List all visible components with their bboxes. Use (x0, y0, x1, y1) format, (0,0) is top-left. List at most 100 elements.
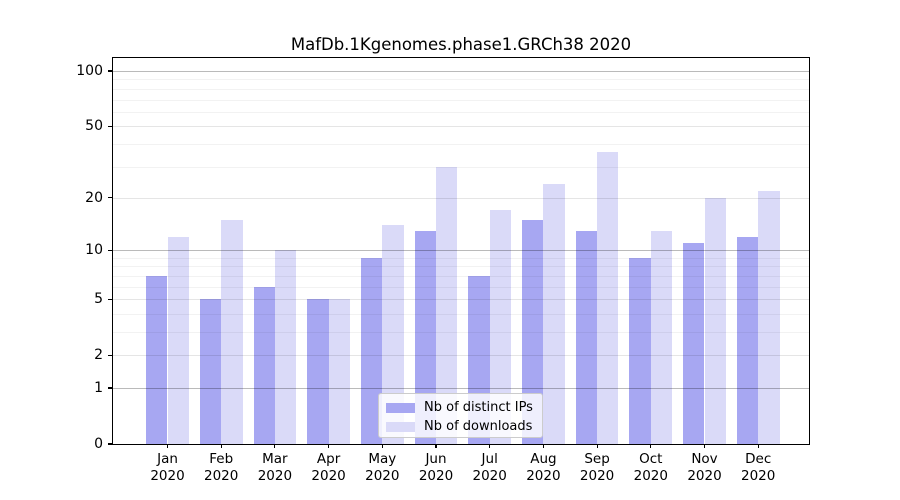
x-tick-year-may: 2020 (365, 467, 400, 484)
bar-oct-downloads (650, 230, 673, 444)
bar-nov-downloads (704, 197, 726, 444)
y-tick-mark-2 (108, 354, 112, 356)
bar-mar-downloads (274, 250, 297, 444)
gridline-y-70 (113, 99, 809, 101)
x-tick-mark-jul (489, 444, 491, 448)
gridline-y-20 (113, 197, 809, 199)
x-tick-year-jul: 2020 (472, 467, 507, 484)
x-tick-month-feb: Feb (209, 451, 234, 467)
legend-row-distinct-ips: Nb of distinct IPs (386, 398, 542, 417)
x-tick-mark-nov (703, 444, 706, 448)
bar-may-distinct-ips (360, 257, 383, 444)
x-tick-mark-dec (757, 444, 759, 448)
bar-mar-distinct-ips (253, 286, 275, 444)
y-tick-label-5: 5 (94, 291, 103, 308)
gridline-y-3 (113, 332, 809, 333)
gridline-y-40 (113, 143, 809, 145)
bar-apr-distinct-ips (307, 299, 329, 444)
gridline-y-5 (113, 299, 809, 301)
y-tick-mark-50 (108, 125, 112, 127)
bar-dec-downloads (758, 190, 780, 444)
bar-aug-distinct-ips (522, 219, 544, 444)
x-tick-month-dec: Dec (745, 451, 772, 467)
x-tick-month-apr: Apr (316, 451, 341, 467)
x-tick-month-aug: Aug (530, 451, 557, 467)
x-tick-label-apr: Apr 2020 (297, 451, 361, 484)
y-tick-mark-100 (108, 70, 112, 72)
bar-jan-distinct-ips (146, 275, 168, 444)
bar-jun-distinct-ips (414, 230, 436, 444)
x-tick-year-sep: 2020 (579, 467, 615, 484)
gridline-y-90 (113, 79, 809, 81)
gridline-y-30 (113, 166, 809, 168)
x-tick-mark-aug (542, 444, 544, 448)
gridline-y-9 (113, 257, 809, 259)
y-tick-label-50: 50 (85, 118, 103, 135)
x-tick-month-mar: Mar (262, 451, 288, 467)
legend-label-downloads: Nb of downloads (424, 419, 533, 434)
legend-swatch-downloads (386, 421, 415, 432)
x-tick-year-jun: 2020 (418, 467, 454, 484)
x-tick-label-dec: Dec 2020 (726, 451, 790, 484)
gridline-y-100 (113, 71, 809, 72)
y-tick-label-100: 100 (76, 63, 103, 79)
y-tick-label-2: 2 (94, 347, 103, 364)
y-tick-mark-0 (108, 443, 112, 445)
gridline-y-50 (113, 126, 809, 128)
y-tick-mark-10 (108, 249, 112, 251)
gridline-y-7 (113, 275, 809, 277)
gridline-y-60 (113, 111, 809, 113)
bar-apr-downloads (328, 299, 350, 444)
y-tick-label-0: 0 (94, 436, 103, 452)
x-tick-year-apr: 2020 (311, 467, 346, 484)
x-tick-label-mar: Mar 2020 (243, 451, 307, 484)
x-tick-label-jan: Jan 2020 (136, 451, 200, 484)
x-tick-label-aug: Aug 2020 (511, 451, 575, 484)
bar-jan-downloads (167, 236, 189, 444)
x-tick-label-feb: Feb 2020 (189, 451, 253, 484)
x-tick-label-may: May 2020 (350, 451, 414, 484)
bar-jul-downloads (489, 210, 512, 444)
x-tick-month-may: May (368, 451, 397, 467)
bar-aug-downloads (543, 183, 565, 444)
y-tick-label-1: 1 (94, 380, 103, 396)
y-tick-label-10: 10 (85, 242, 103, 259)
x-tick-year-mar: 2020 (257, 467, 293, 484)
gridline-y-1 (113, 388, 809, 389)
x-tick-mark-jan (166, 444, 169, 448)
x-tick-mark-sep (596, 444, 598, 448)
y-tick-mark-1 (108, 387, 112, 389)
x-tick-year-feb: 2020 (204, 467, 239, 484)
bar-oct-distinct-ips (629, 257, 651, 444)
y-tick-mark-20 (108, 197, 112, 199)
x-tick-month-nov: Nov (691, 451, 718, 467)
x-tick-mark-apr (328, 444, 330, 448)
x-tick-year-oct: 2020 (633, 467, 668, 484)
gridline-y-2 (113, 355, 809, 357)
x-tick-mark-oct (650, 444, 652, 448)
bar-nov-distinct-ips (683, 243, 705, 444)
x-tick-year-dec: 2020 (741, 467, 776, 484)
x-tick-label-oct: Oct 2020 (619, 451, 683, 484)
gridline-y-10 (113, 250, 809, 252)
x-tick-mark-jun (435, 444, 437, 448)
bar-sep-downloads (597, 152, 619, 444)
x-tick-mark-mar (274, 444, 276, 448)
legend-label-distinct-ips: Nb of distinct IPs (424, 400, 533, 415)
bar-jun-downloads (436, 166, 458, 444)
x-tick-year-jan: 2020 (150, 467, 185, 484)
x-tick-label-jun: Jun 2020 (404, 451, 468, 484)
bar-feb-downloads (221, 219, 243, 444)
gridline-y-80 (113, 88, 809, 90)
chart-title: MafDb.1Kgenomes.phase1.GRCh38 2020 (290, 35, 632, 54)
gridline-y-6 (113, 286, 809, 288)
bar-dec-distinct-ips (736, 236, 759, 444)
gridline-y-8 (113, 266, 809, 268)
y-tick-label-20: 20 (85, 189, 103, 206)
x-tick-label-jul: Jul 2020 (458, 451, 522, 484)
x-tick-label-sep: Sep 2020 (565, 451, 629, 484)
y-tick-mark-5 (108, 298, 112, 300)
bar-feb-distinct-ips (199, 299, 222, 444)
bar-may-downloads (382, 225, 404, 444)
